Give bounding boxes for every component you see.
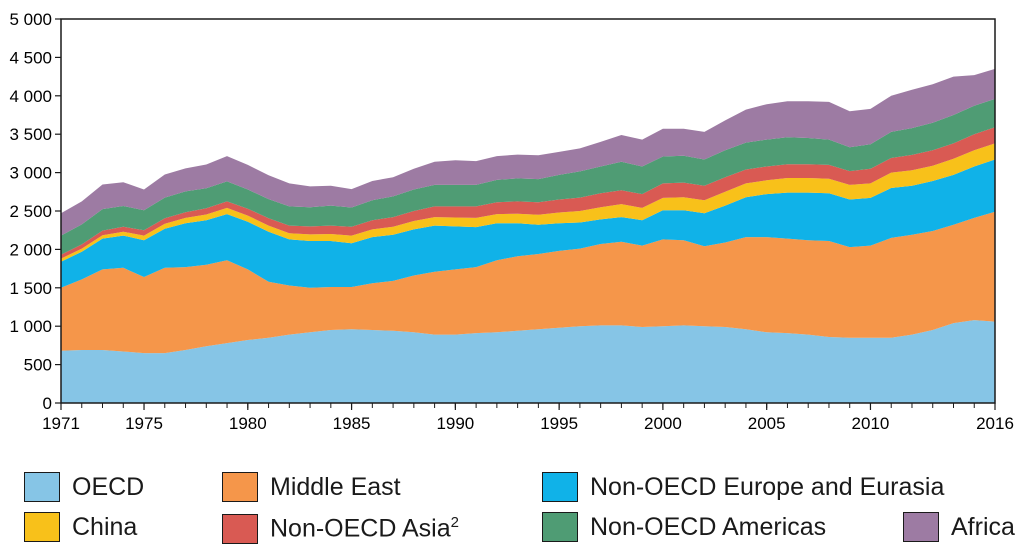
legend-swatch-non-oecd-americas	[542, 512, 578, 542]
x-tick-label: 1975	[125, 414, 163, 433]
x-tick-label: 1995	[540, 414, 578, 433]
x-tick-label: 1985	[333, 414, 371, 433]
axes-group: 0 500 1 000 1 500 2 000 2 500 3 000 3 500 4 000 4…	[9, 10, 1013, 433]
legend-label-middle-east: Middle East	[270, 472, 401, 501]
legend-label-oecd: OECD	[72, 472, 145, 501]
legend-swatch-non-oecd-europe	[542, 472, 578, 502]
y-tick-label: 500	[24, 356, 52, 375]
legend-item-non-oecd-europe: Non-OECD Europe and Eurasia	[542, 470, 944, 504]
legend-item-non-oecd-asia: Non-OECD Asia2	[222, 512, 459, 546]
area-series-group	[61, 68, 995, 403]
x-tick-label: 2005	[748, 414, 786, 433]
y-tick-label: 3 500	[9, 125, 52, 144]
legend-footnote-marker: 2	[450, 514, 459, 532]
x-tick-label: 1971	[42, 414, 80, 433]
area-series-oecd	[61, 320, 995, 403]
legend-item-non-oecd-americas: Non-OECD Americas	[542, 510, 826, 544]
legend-label-africa: Africa	[951, 512, 1015, 541]
y-tick-label: 5 000	[9, 10, 52, 29]
legend-swatch-non-oecd-asia	[222, 514, 258, 544]
y-tick-label: 4 000	[9, 87, 52, 106]
area-series-middle-east	[61, 211, 995, 354]
legend-item-middle-east: Middle East	[222, 470, 401, 504]
legend-swatch-oecd	[24, 472, 60, 502]
x-tick-label: 1990	[436, 414, 474, 433]
y-tick-label: 2 500	[9, 202, 52, 221]
legend-swatch-china	[24, 512, 60, 542]
legend-item-china: China	[24, 510, 137, 544]
y-tick-label: 4 500	[9, 48, 52, 67]
legend-swatch-africa	[903, 512, 939, 542]
y-tick-label: 1 000	[9, 317, 52, 336]
legend-label-non-oecd-asia: Non-OECD Asia2	[270, 514, 459, 543]
x-tick-label: 2016	[976, 414, 1014, 433]
legend-label-china: China	[72, 512, 138, 541]
x-tick-label: 2000	[644, 414, 682, 433]
legend-swatch-middle-east	[222, 472, 258, 502]
y-tick-label: 1 500	[9, 279, 52, 298]
legend-item-oecd: OECD	[24, 470, 144, 504]
legend-label-non-oecd-americas: Non-OECD Americas	[590, 512, 827, 541]
legend: OECD Middle East Non-OECD Europe and Eur…	[0, 455, 1023, 554]
area-series-non-oecd-europe-and-eurasia	[61, 159, 995, 288]
area-series-africa	[61, 68, 995, 236]
y-tick-label: 2 000	[9, 240, 52, 259]
legend-label-non-oecd-asia-text: Non-OECD Asia	[270, 514, 451, 543]
y-tick-label: 0	[43, 394, 52, 413]
stacked-area-chart: 0 500 1 000 1 500 2 000 2 500 3 000 3 500 4 000 4…	[9, 10, 1013, 433]
x-tick-label: 1980	[229, 414, 267, 433]
x-tick-label: 2010	[852, 414, 890, 433]
y-tick-label: 3 000	[9, 164, 52, 183]
area-series-non-oecd-americas	[61, 98, 995, 255]
legend-item-africa: Africa	[903, 510, 1015, 544]
legend-label-non-oecd-europe: Non-OECD Europe and Eurasia	[590, 472, 945, 501]
